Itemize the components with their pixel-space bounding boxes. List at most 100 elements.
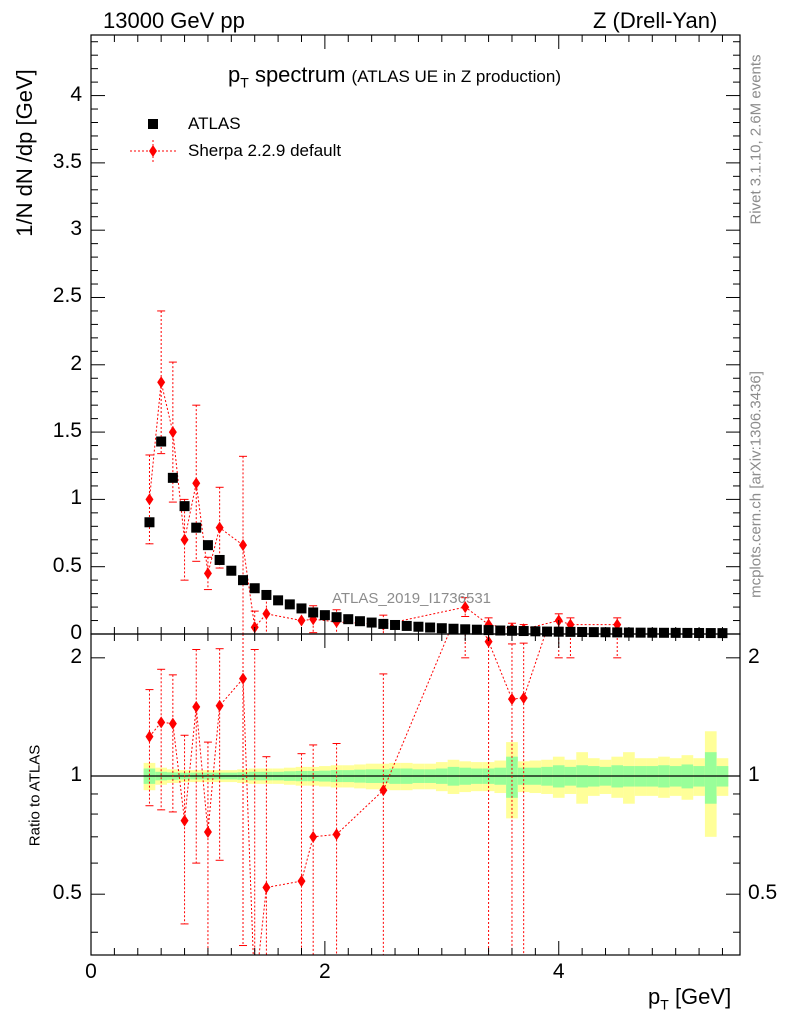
y-tick-label-top: 1	[70, 486, 82, 510]
sherpa-ratio-point	[262, 881, 271, 894]
legend-atlas-marker	[148, 119, 158, 129]
title-p-sub: T	[240, 74, 249, 91]
y-tick-label-ratio-left: 0.5	[52, 881, 82, 905]
atlas-point	[390, 619, 401, 630]
atlas-point	[413, 621, 424, 632]
y-tick-label-top: 3.5	[52, 149, 82, 173]
atlas-point	[366, 617, 377, 628]
atlas-point	[425, 622, 436, 633]
plot-frames	[90, 34, 741, 956]
sherpa-point	[297, 614, 306, 627]
legend-atlas-label: ATLAS	[188, 114, 241, 133]
atlas-point	[448, 623, 459, 634]
atlas-point	[354, 616, 365, 627]
sherpa-point	[157, 376, 166, 389]
sherpa-ratio-point	[239, 672, 248, 685]
atlas-point	[296, 603, 307, 614]
sherpa-ratio-point	[484, 635, 493, 648]
y-tick-label-ratio-right: 2	[748, 644, 760, 668]
sherpa-series	[145, 310, 622, 955]
atlas-point	[682, 627, 693, 638]
sherpa-ratio-point	[192, 700, 201, 713]
rivet-label: Rivet 3.1.10, 2.6M events	[747, 54, 765, 225]
atlas-point	[273, 595, 284, 606]
sherpa-point	[192, 477, 201, 490]
sherpa-point	[461, 601, 470, 614]
process-label: Z (Drell-Yan)	[593, 8, 718, 33]
atlas-point	[635, 627, 646, 638]
sherpa-ratio-point	[180, 814, 189, 827]
sherpa-point	[262, 607, 271, 620]
y-tick-label-top: 0.5	[52, 553, 82, 577]
atlas-point	[319, 610, 330, 621]
energy-label: 13000 GeV pp	[103, 8, 245, 33]
atlas-point	[471, 624, 482, 635]
x-axis-unit: [GeV]	[674, 984, 732, 1009]
y-tick-label-top: 4	[70, 82, 82, 106]
y-tick-label-top: 1.5	[52, 419, 82, 443]
atlas-point	[238, 575, 249, 586]
y-tick-label-ratio-right: 0.5	[748, 881, 778, 905]
sherpa-ratio-point	[168, 717, 177, 730]
y-tick-label-top: 2.5	[52, 284, 82, 308]
y-tick-label-top: 0	[70, 621, 82, 644]
x-axis-p: p	[648, 984, 661, 1009]
title-p: p	[228, 62, 241, 87]
sherpa-point	[215, 521, 224, 534]
atlas-point	[144, 517, 155, 528]
atlas-point	[249, 583, 260, 594]
mcplots-label: mcplots.cern.ch [arXiv:1306.3436]	[747, 371, 765, 598]
atlas-point	[588, 627, 599, 638]
atlas-point	[705, 628, 716, 639]
sherpa-ratio-point	[297, 875, 306, 888]
y-tick-label-ratio-left: 1	[70, 763, 82, 786]
band-green	[704, 752, 717, 804]
sherpa-ratio-line	[149, 634, 546, 955]
atlas-point	[179, 501, 190, 512]
atlas-point	[308, 607, 319, 618]
sherpa-point	[180, 533, 189, 546]
legend-sherpa-label: Sherpa 2.2.9 default	[188, 141, 342, 160]
y-axis-label-ratio: Ratio to ATLAS	[26, 744, 44, 847]
y-tick-label-ratio-left: 2	[70, 644, 82, 668]
x-tick-label: 2	[319, 960, 331, 983]
atlas-point	[542, 626, 553, 637]
atlas-point	[612, 627, 623, 638]
atlas-point	[343, 614, 354, 625]
y-tick-label-top: 2	[70, 351, 82, 375]
atlas-point	[565, 626, 576, 637]
atlas-point	[378, 618, 389, 629]
sherpa-point	[145, 493, 154, 506]
legend	[130, 119, 176, 162]
atlas-point	[331, 612, 342, 623]
y-axis-label-top-text: 1/N dN /dp [GeV]	[12, 69, 37, 237]
title-word: spectrum	[254, 62, 346, 87]
x-tick-label: 0	[85, 960, 97, 983]
atlas-point	[284, 599, 295, 610]
chart-title: pT spectrum (ATLAS UE in Z production)	[228, 62, 561, 90]
y-axis-label-top: 1/N dN /dp [GeV]	[12, 0, 38, 323]
sherpa-point	[203, 567, 212, 580]
atlas-point	[167, 472, 178, 483]
sherpa-ratio-point	[215, 699, 224, 712]
ratio-panel-frame	[90, 633, 741, 956]
atlas-point	[658, 627, 669, 638]
sherpa-ratio-point	[203, 826, 212, 839]
x-axis-label: pT [GeV]	[648, 984, 731, 1012]
x-tick-label: 4	[552, 960, 565, 983]
atlas-point	[191, 522, 202, 533]
atlas-point	[401, 620, 412, 631]
sherpa-point	[168, 426, 177, 439]
uncertainty-bands	[143, 731, 729, 837]
legend-sherpa-marker	[149, 145, 157, 157]
atlas-point	[261, 589, 272, 600]
y-tick-label-top: 3	[70, 217, 82, 241]
title-extra: (ATLAS UE in Z production)	[351, 67, 561, 86]
atlas-point	[226, 565, 237, 576]
y-tick-label-ratio-right: 1	[748, 763, 760, 786]
atlas-point	[495, 625, 506, 636]
analysis-watermark: ATLAS_2019_I1736531	[332, 590, 492, 607]
x-axis-p-sub: T	[660, 996, 669, 1013]
sherpa-point	[239, 539, 248, 552]
